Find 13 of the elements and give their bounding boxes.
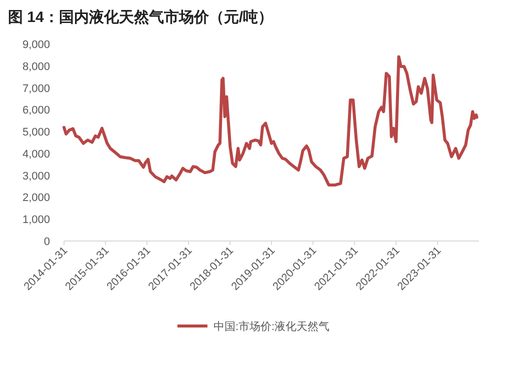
y-tick-label: 3,000: [22, 170, 50, 182]
y-tick-label: 0: [44, 236, 50, 248]
legend-label: 中国:市场价:液化天然气: [213, 320, 330, 333]
line-series: [62, 55, 478, 186]
y-tick-label: 9,000: [22, 39, 50, 51]
y-tick-label: 2,000: [22, 192, 50, 204]
y-tick-label: 4,000: [22, 148, 50, 160]
y-tick-label: 7,000: [22, 82, 50, 95]
y-tick-label: 1,000: [22, 214, 50, 226]
y-tick-label: 6,000: [22, 104, 50, 117]
y-tick-label: 5,000: [22, 126, 50, 139]
chart-title: 图 14：国内液化天然气市场价（元/吨）: [8, 8, 274, 26]
y-tick-label: 8,000: [22, 60, 50, 73]
